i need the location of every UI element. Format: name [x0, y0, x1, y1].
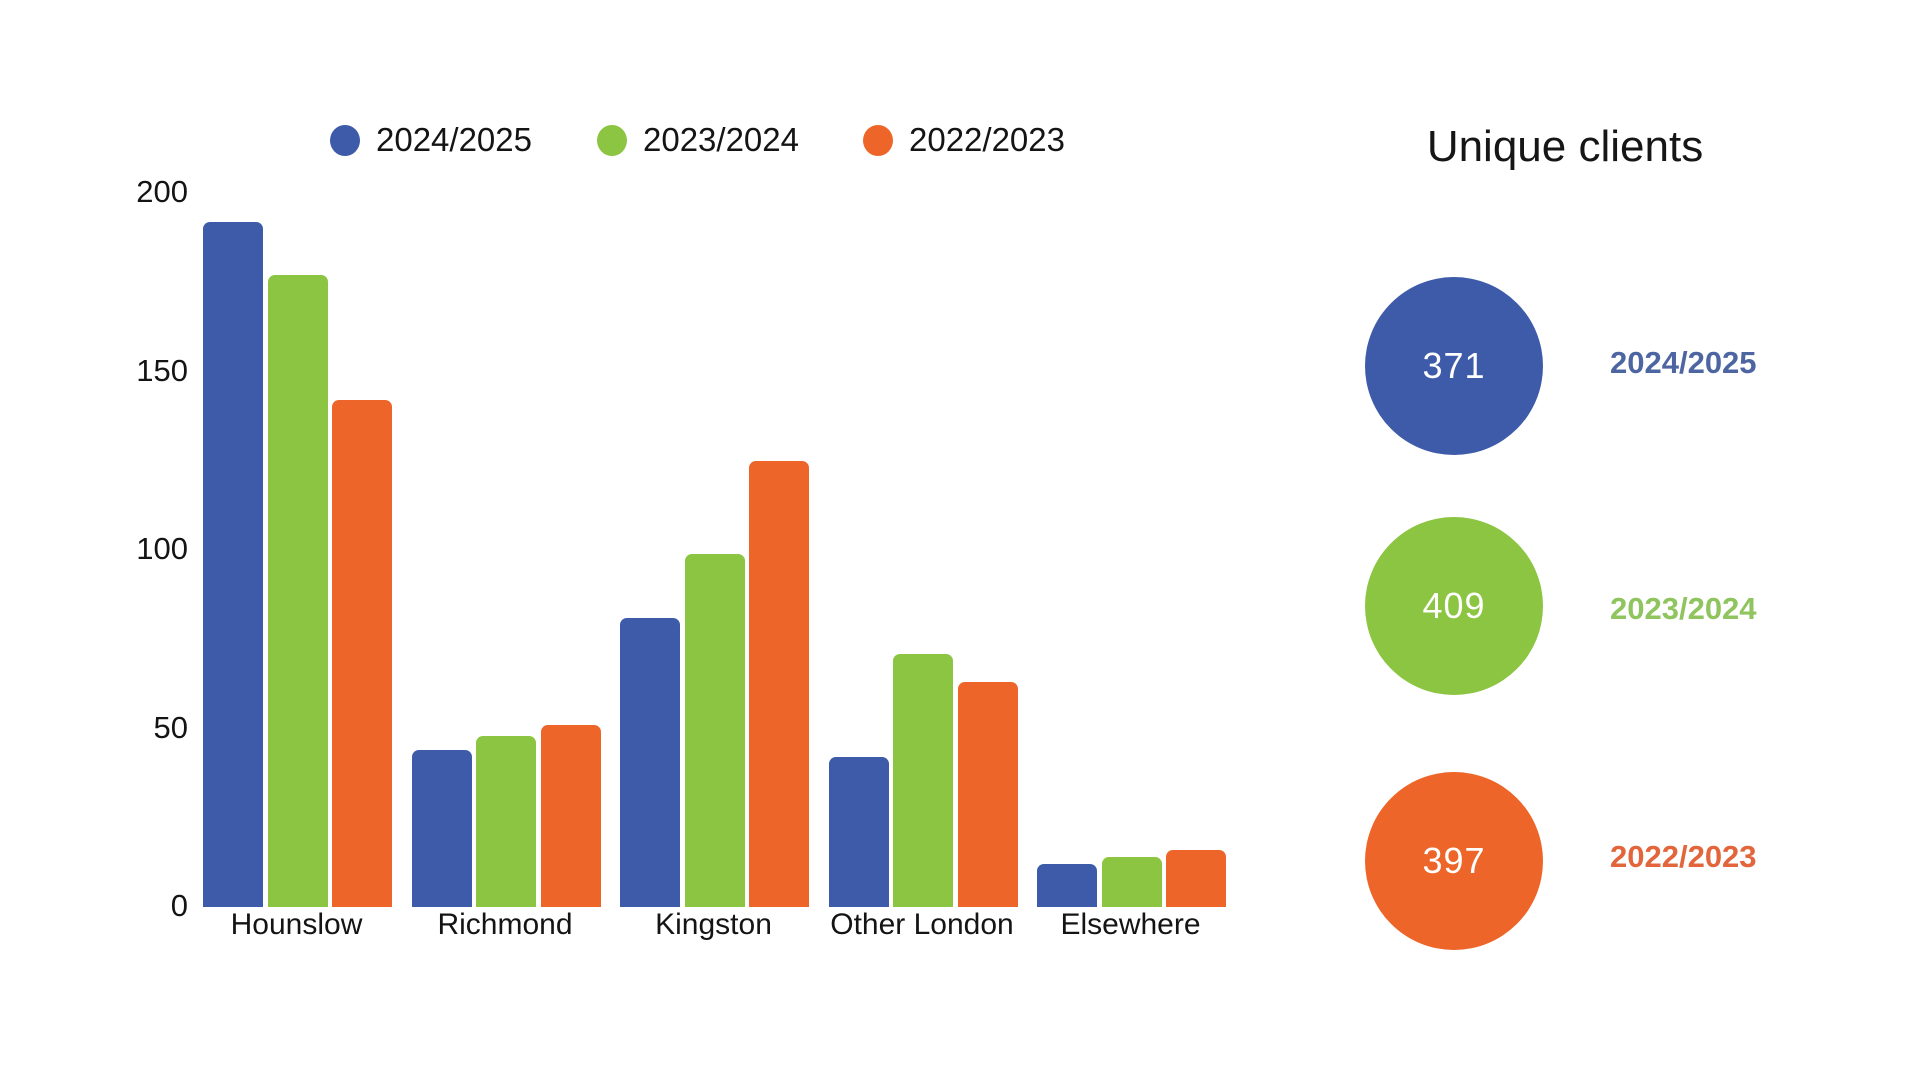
- legend-item-2024-2025: 2024/2025: [330, 121, 532, 159]
- bar-hounslow-2024-2025: [203, 221, 263, 907]
- bar-other-london-2023-2024: [893, 653, 953, 907]
- y-axis-tick-label: 200: [136, 174, 188, 209]
- bar-kingston-2023-2024: [684, 553, 745, 907]
- x-axis-category-label: Elsewhere: [1060, 908, 1201, 941]
- bar-elsewhere-2024-2025: [1037, 864, 1097, 907]
- bar-kingston-2024-2025: [620, 617, 680, 907]
- y-axis-tick-label: 50: [153, 709, 188, 745]
- legend-item-label: 2024/2025: [376, 121, 532, 158]
- legend-item-2022-2023: 2022/2023: [863, 121, 1065, 159]
- y-axis-tick-label: 100: [136, 531, 188, 566]
- unique-clients-circle-2022-2023: 397: [1365, 772, 1543, 950]
- y-axis-tick-label: 0: [170, 888, 188, 923]
- bar-elsewhere-2023-2024: [1101, 857, 1162, 907]
- legend-dot-icon: [330, 124, 360, 156]
- unique-clients-circle-2024-2025: 371: [1365, 277, 1543, 455]
- unique-clients-value: 409: [1422, 585, 1486, 626]
- bar-other-london-2022-2023: [957, 682, 1018, 907]
- unique-clients-title: Unique clients: [1426, 122, 1704, 171]
- x-axis-category-label: Hounslow: [230, 908, 363, 941]
- unique-clients-year-label: 2023/2024: [1610, 591, 1757, 626]
- bar-hounslow-2023-2024: [267, 275, 328, 907]
- legend-dot-icon: [863, 124, 893, 156]
- unique-clients-circle-2023-2024: 409: [1365, 517, 1543, 695]
- legend-item-label: 2022/2023: [909, 121, 1065, 158]
- bar-richmond-2023-2024: [476, 735, 536, 907]
- legend-item-label: 2023/2024: [643, 121, 799, 158]
- bar-elsewhere-2022-2023: [1166, 849, 1226, 907]
- x-axis-category-label: Kingston: [655, 908, 772, 941]
- x-axis-category-label: Richmond: [437, 908, 573, 941]
- legend-dot-icon: [597, 124, 627, 156]
- bar-hounslow-2022-2023: [332, 400, 392, 907]
- unique-clients-value: 397: [1422, 840, 1486, 881]
- x-axis-category-label: Other London: [830, 908, 1014, 941]
- bar-richmond-2024-2025: [411, 749, 472, 907]
- bar-other-london-2024-2025: [828, 757, 889, 907]
- bar-kingston-2022-2023: [749, 460, 809, 907]
- unique-clients-value: 371: [1422, 345, 1486, 386]
- y-axis-tick-label: 150: [136, 352, 188, 388]
- unique-clients-year-label: 2022/2023: [1610, 839, 1757, 874]
- legend-item-2023-2024: 2023/2024: [597, 121, 799, 159]
- bar-richmond-2022-2023: [540, 724, 601, 907]
- unique-clients-year-label: 2024/2025: [1610, 345, 1757, 380]
